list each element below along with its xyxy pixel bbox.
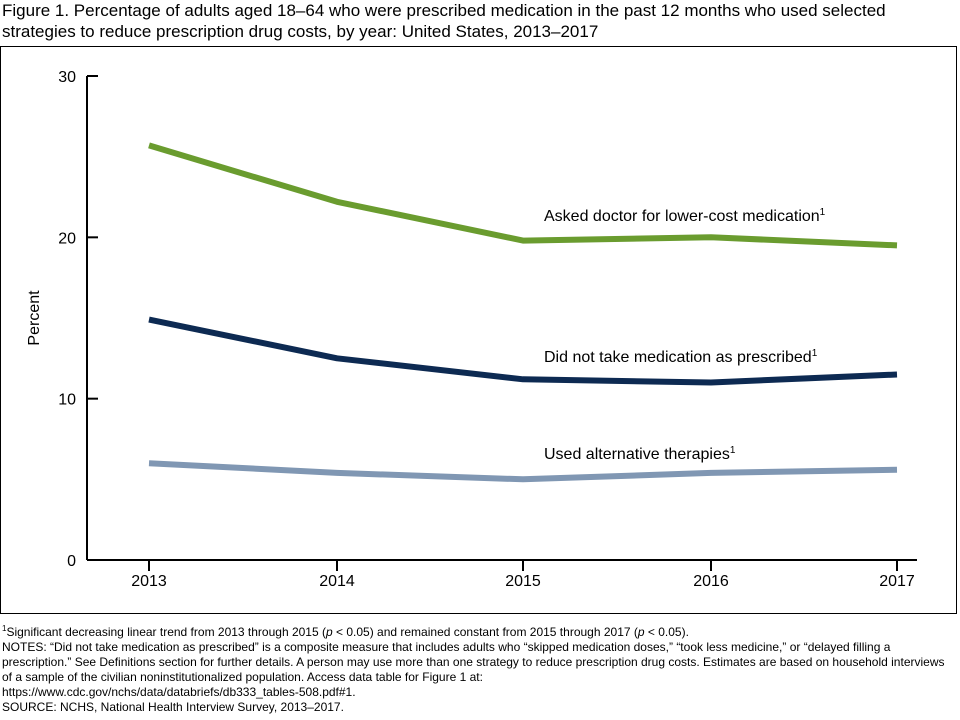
footnote-p-2: p	[638, 625, 645, 639]
series-label: Did not take medication as prescribed1	[544, 348, 818, 366]
series-label-footnote: 1	[820, 207, 826, 218]
x-tick-label: 2014	[319, 573, 355, 590]
series-label-text: Asked doctor for lower-cost medication	[544, 208, 820, 225]
footnote-1: 1Significant decreasing linear trend fro…	[2, 625, 957, 640]
x-tick-label: 2013	[131, 573, 167, 590]
figure-notes: 1Significant decreasing linear trend fro…	[2, 625, 957, 715]
x-tick-label: 2015	[505, 573, 541, 590]
chart-frame: 0 10 20 30 2013 2014 2015 2016 2017 Percent Asked …	[0, 46, 957, 614]
series-label: Asked doctor for lower-cost medication1	[544, 207, 826, 225]
source-text: SOURCE: NCHS, National Health Interview …	[2, 700, 957, 715]
series-label-footnote: 1	[730, 445, 736, 456]
figure-title-line-1: Figure 1. Percentage of adults aged 18–6…	[2, 1, 886, 20]
series-label: Used alternative therapies1	[544, 445, 736, 463]
series-label-footnote: 1	[812, 348, 818, 359]
series-line	[149, 463, 897, 479]
data-table-link[interactable]: https://www.cdc.gov/nchs/data/databriefs…	[2, 685, 957, 700]
y-tick-label: 30	[58, 69, 76, 86]
notes-text: NOTES: “Did not take medication as presc…	[2, 640, 957, 685]
y-tick-label: 10	[58, 392, 76, 409]
series-label-text: Did not take medication as prescribed	[544, 349, 812, 366]
footnote-text-c: < 0.05).	[645, 625, 689, 639]
x-tick-label: 2017	[879, 573, 915, 590]
footnote-p-1: p	[326, 625, 333, 639]
footnote-text-a: Significant decreasing linear trend from…	[6, 625, 326, 639]
series-line	[149, 145, 897, 245]
y-tick-label: 0	[67, 553, 76, 570]
figure-title-line-2: strategies to reduce prescription drug c…	[2, 22, 598, 41]
y-tick-label: 20	[58, 230, 76, 247]
line-chart: 0 10 20 30 2013 2014 2015 2016 2017 Percent Asked …	[1, 47, 956, 613]
y-axis-title: Percent	[26, 290, 43, 346]
figure-title: Figure 1. Percentage of adults aged 18–6…	[2, 0, 952, 42]
footnote-text-b: < 0.05) and remained constant from 2015 …	[333, 625, 638, 639]
series-label-text: Used alternative therapies	[544, 446, 730, 463]
x-tick-label: 2016	[693, 573, 729, 590]
